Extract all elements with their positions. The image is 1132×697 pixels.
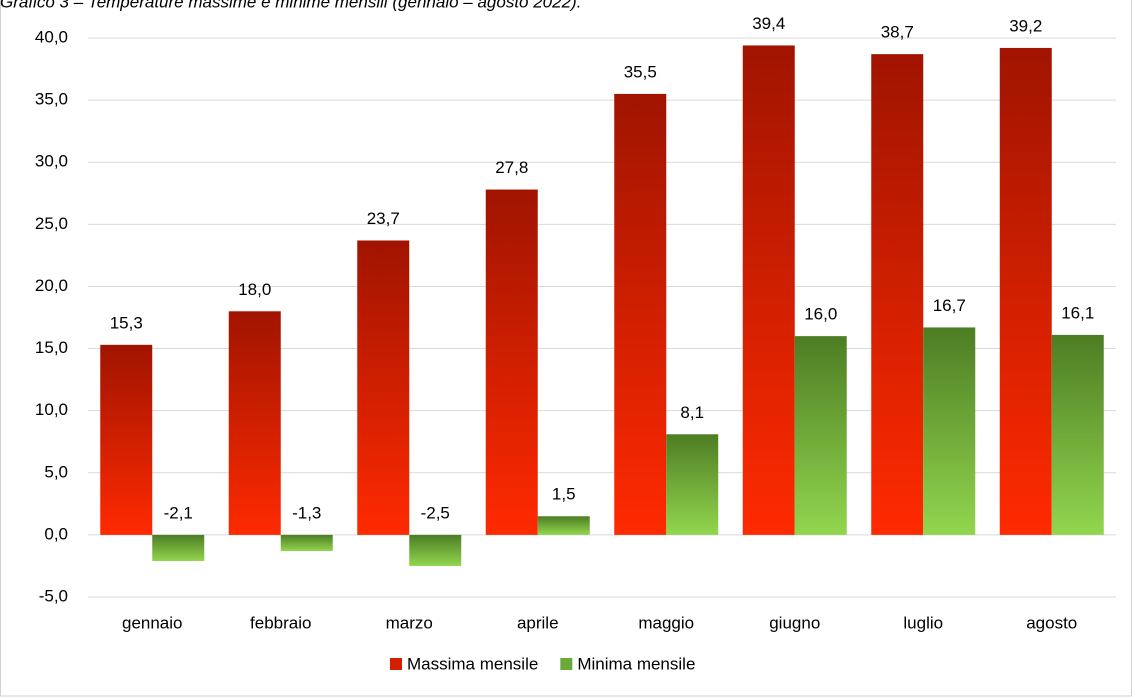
bar (1051, 334, 1104, 535)
y-tick-label: 40,0 (35, 27, 68, 46)
x-tick-label: febbraio (250, 613, 311, 632)
x-tick-label: agosto (1026, 613, 1077, 632)
y-tick-label: 10,0 (35, 400, 68, 419)
value-label: 16,7 (933, 296, 966, 315)
legend-label: Massima mensile (407, 654, 538, 673)
bar (537, 516, 590, 535)
y-tick-label: 5,0 (44, 462, 68, 481)
y-tick-label: 25,0 (35, 214, 68, 233)
y-tick-label: 20,0 (35, 276, 68, 295)
bar (280, 534, 333, 552)
x-tick-label: aprile (517, 613, 559, 632)
value-label: 23,7 (367, 209, 400, 228)
y-tick-label: 15,0 (35, 338, 68, 357)
bar (614, 93, 667, 535)
x-tick-label: marzo (386, 613, 433, 632)
bar (409, 534, 462, 566)
y-tick-label: -5,0 (39, 586, 68, 605)
bar (357, 240, 410, 535)
value-label: 38,7 (881, 23, 914, 42)
value-label: -2,5 (421, 503, 450, 522)
value-label: -1,3 (292, 503, 321, 522)
y-tick-label: 0,0 (44, 524, 68, 543)
bar (871, 54, 924, 535)
x-tick-label: giugno (769, 613, 820, 632)
value-label: 1,5 (552, 485, 576, 504)
bar (100, 344, 153, 535)
x-tick-label: luglio (903, 613, 943, 632)
value-label: 27,8 (495, 158, 528, 177)
legend-label: Minima mensile (577, 654, 695, 673)
x-tick-label: maggio (638, 613, 694, 632)
y-tick-label: 35,0 (35, 90, 68, 109)
value-label: 8,1 (680, 403, 704, 422)
legend-swatch (560, 658, 573, 670)
value-label: 39,4 (752, 14, 785, 33)
value-label: -2,1 (164, 503, 193, 522)
value-label: 35,5 (624, 62, 657, 81)
bar (923, 327, 976, 535)
value-label: 16,1 (1061, 303, 1094, 322)
x-tick-label: gennaio (122, 613, 183, 632)
value-label: 18,0 (238, 280, 271, 299)
value-label: 16,0 (804, 305, 837, 324)
bar (485, 189, 538, 535)
value-label: 39,2 (1009, 16, 1042, 35)
bar (152, 534, 205, 561)
bar (666, 434, 719, 535)
legend-swatch (390, 658, 402, 670)
bar (742, 45, 795, 535)
bar (999, 47, 1052, 535)
value-label: 15,3 (110, 313, 143, 332)
bar (228, 311, 281, 535)
y-tick-label: 30,0 (35, 152, 68, 171)
bar (794, 336, 847, 535)
chart-title: Grafico 3 – Temperature massime e minime… (0, 0, 581, 11)
